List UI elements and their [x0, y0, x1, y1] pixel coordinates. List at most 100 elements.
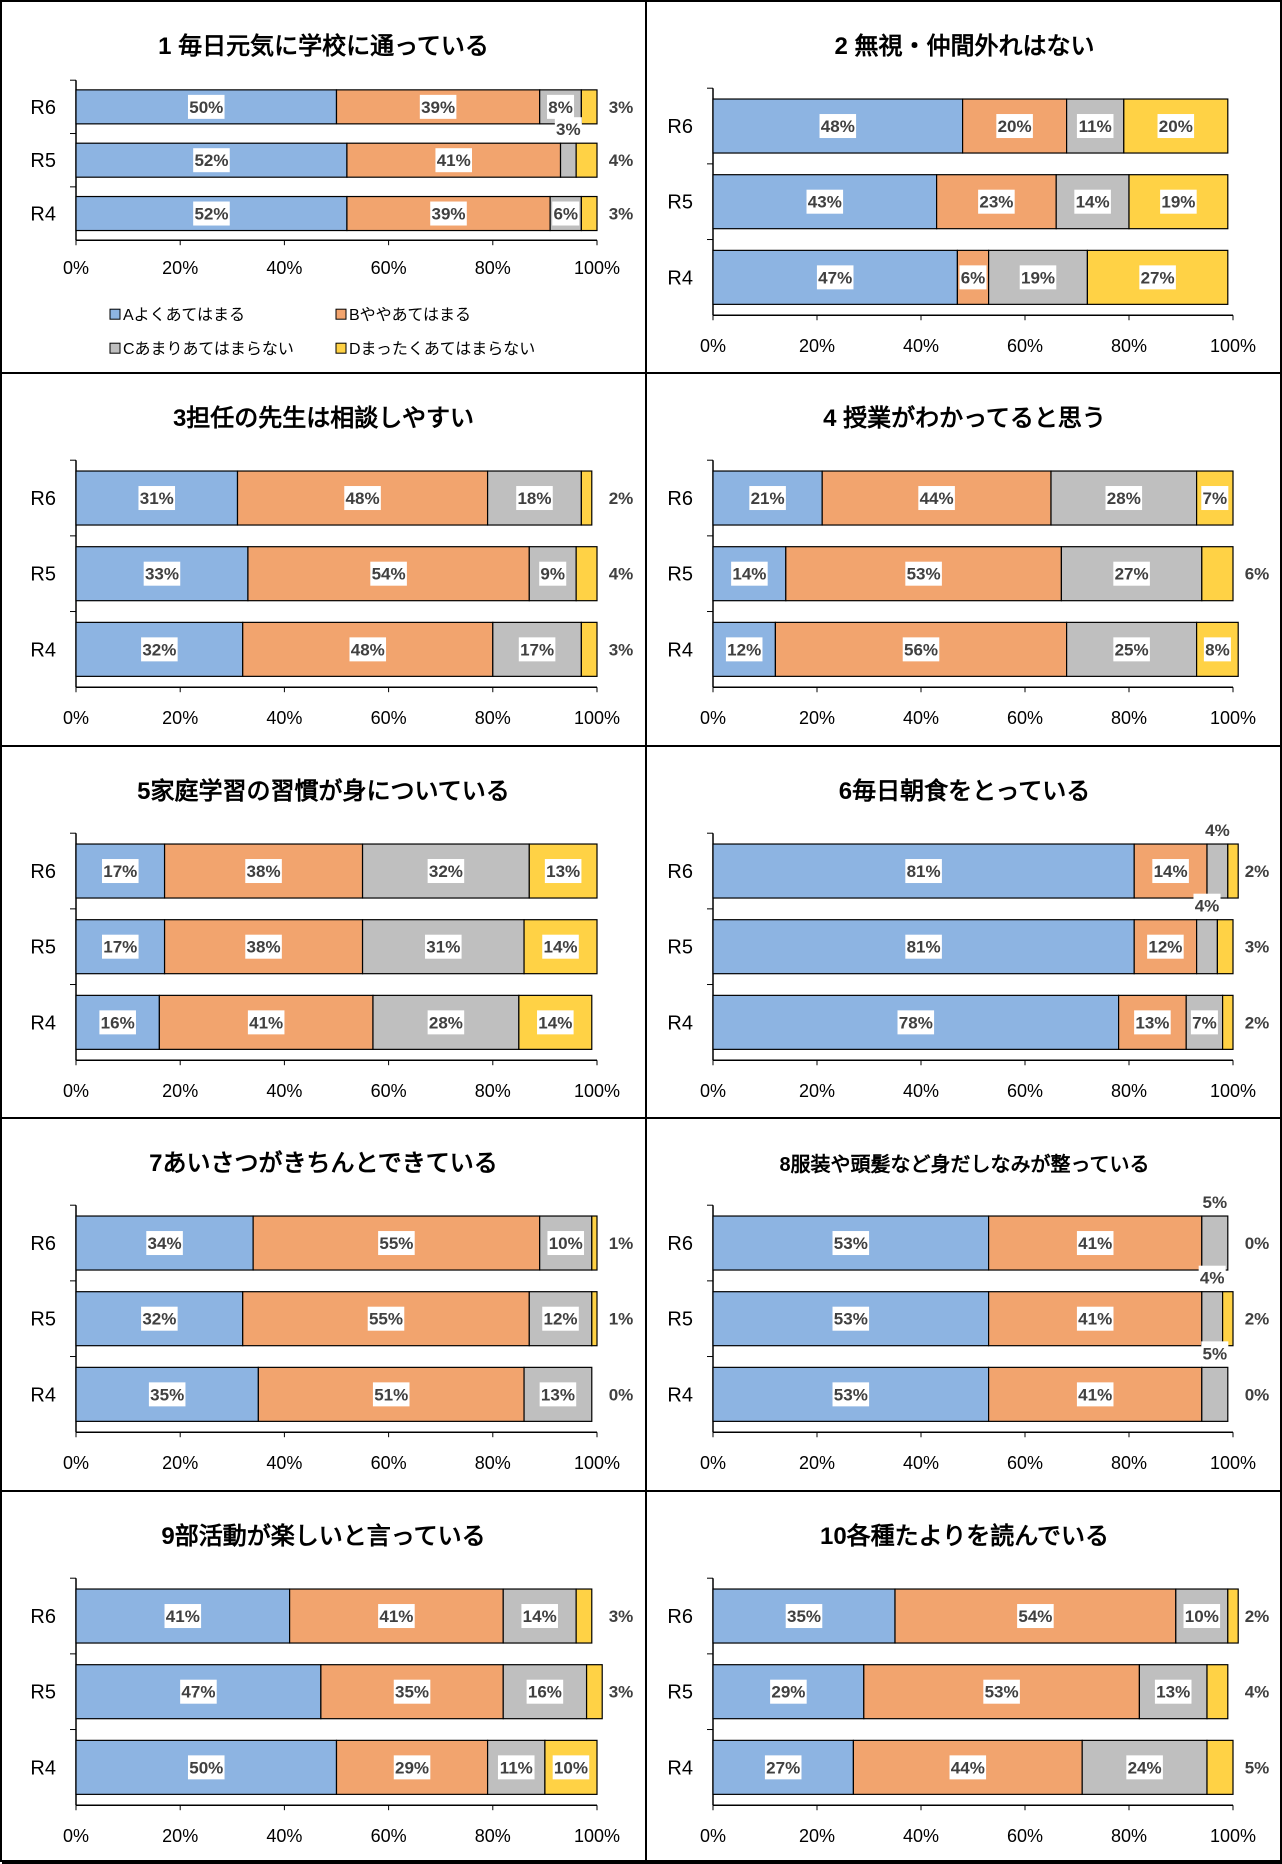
x-tick-label: 80% [1111, 1453, 1147, 1473]
data-label: 48% [351, 641, 385, 660]
x-tick-label: 80% [475, 1453, 511, 1473]
data-label: 13% [546, 862, 580, 881]
x-tick-label: 40% [903, 709, 939, 729]
data-label: 27% [766, 1758, 800, 1777]
category-label: R5 [667, 936, 693, 958]
legend-swatch-C [109, 342, 121, 354]
data-label-bg [430, 201, 467, 226]
chart-title: 4 授業がわかってると思う [823, 405, 1106, 433]
data-label: 51% [374, 1386, 408, 1405]
x-tick-label: 60% [1007, 709, 1043, 729]
category-label: R5 [667, 192, 693, 214]
data-label: 5% [1203, 1345, 1228, 1364]
data-label: 4% [1205, 821, 1230, 840]
data-label: 32% [429, 862, 463, 881]
data-label: 13% [1135, 1013, 1169, 1032]
data-label: 18% [517, 489, 551, 508]
data-label-bg [542, 934, 579, 959]
data-label: 33% [145, 565, 179, 584]
data-label-bg [1243, 1679, 1271, 1704]
data-label-bg [832, 1382, 870, 1407]
data-label-bg [1105, 486, 1143, 511]
data-label: 20% [1159, 117, 1193, 136]
data-label: 32% [142, 1310, 176, 1329]
x-tick-label: 0% [700, 336, 726, 356]
bar-segment-C [1195, 918, 1218, 975]
bar-segment-D [591, 1291, 598, 1347]
x-tick-label: 0% [700, 1453, 726, 1473]
data-label-bg [143, 562, 181, 587]
data-label-bg [731, 562, 768, 587]
data-label-bg [419, 94, 457, 119]
chart-panel-9: 9部活動が楽しいと言っている 0% 20% 40% 60% 80% 100% R6 41% 41%… [2, 1491, 647, 1864]
data-label: 53% [907, 565, 941, 584]
bar-segment-D [585, 1663, 603, 1719]
category-label: R4 [30, 640, 56, 662]
data-label: 9% [540, 565, 565, 584]
x-tick-label: 0% [700, 1081, 726, 1101]
data-label: 19% [1161, 193, 1195, 212]
data-label: 0% [609, 1386, 634, 1405]
data-label-bg [1076, 1382, 1114, 1407]
bar-segment-D [1227, 1587, 1239, 1644]
data-label: 14% [538, 1013, 572, 1032]
chart-panel-3: 3担任の先生は相談しやすい 0% 20% 40% 60% 80% 100% R6 31% 48% 1… [2, 374, 647, 747]
x-tick-label: 80% [1111, 1081, 1147, 1101]
x-tick-label: 80% [1111, 336, 1147, 356]
data-label-bg [725, 637, 763, 662]
data-label-bg [749, 486, 786, 511]
data-label-bg [1157, 114, 1195, 139]
bar-segment-C [1201, 1215, 1229, 1271]
data-label: 4% [1245, 1682, 1270, 1701]
x-tick-label: 60% [1007, 1081, 1043, 1101]
data-label: 10% [549, 1234, 583, 1253]
bar-segment-D [1221, 1291, 1234, 1347]
x-tick-label: 0% [63, 258, 89, 278]
bar-segment-D [1206, 1739, 1234, 1795]
data-label-bg [1203, 817, 1231, 842]
legend-swatch-A [109, 308, 121, 320]
data-label: 14% [1154, 862, 1188, 881]
data-label-bg [542, 1306, 579, 1331]
chart-title: 7あいさつがきちんとできている [149, 1149, 498, 1177]
data-label: 11% [1079, 117, 1112, 136]
data-label-bg [607, 562, 635, 587]
chart-title: 6毎日朝食をとっている [839, 777, 1090, 805]
chart-title: 10各種たよりを読んでいる [820, 1522, 1109, 1550]
bar-segment-B [163, 918, 364, 975]
data-label: 39% [421, 98, 455, 117]
data-label-bg [245, 934, 282, 959]
x-tick-label: 20% [799, 709, 835, 729]
category-label: R4 [30, 1757, 56, 1779]
data-label: 48% [821, 117, 855, 136]
category-label: R5 [30, 1681, 56, 1703]
data-label-bg [607, 1306, 635, 1331]
x-tick-label: 100% [574, 1081, 620, 1101]
data-label: 3% [609, 641, 634, 660]
data-label-bg [378, 1231, 415, 1256]
category-label: R4 [667, 1757, 693, 1779]
data-label-bg [393, 1754, 431, 1779]
chart-title: 3担任の先生は相談しやすい [173, 405, 474, 433]
data-label-bg [497, 1754, 535, 1779]
data-label: 20% [998, 117, 1032, 136]
data-label: 44% [920, 489, 954, 508]
data-label: 3% [609, 1682, 634, 1701]
category-label: R4 [667, 267, 693, 289]
data-label: 12% [1148, 937, 1182, 956]
data-label-bg [905, 562, 942, 587]
data-label-bg [607, 486, 635, 511]
bar-segment-C [1206, 843, 1229, 899]
data-label-bg [1243, 934, 1271, 959]
x-tick-label: 20% [162, 258, 198, 278]
data-label: 28% [429, 1013, 463, 1032]
data-label-bg [1152, 858, 1189, 883]
data-label-bg [1243, 858, 1271, 883]
x-tick-label: 40% [903, 1081, 939, 1101]
data-label: 44% [951, 1758, 985, 1777]
data-label-bg [1076, 114, 1114, 139]
data-label: 16% [528, 1682, 562, 1701]
data-label-bg [349, 637, 387, 662]
data-label: 3% [609, 98, 634, 117]
legend: Aよくあてはまる Bややあてはまる Cあまりあてはまらない Dまったくあてはまらない [109, 306, 535, 358]
